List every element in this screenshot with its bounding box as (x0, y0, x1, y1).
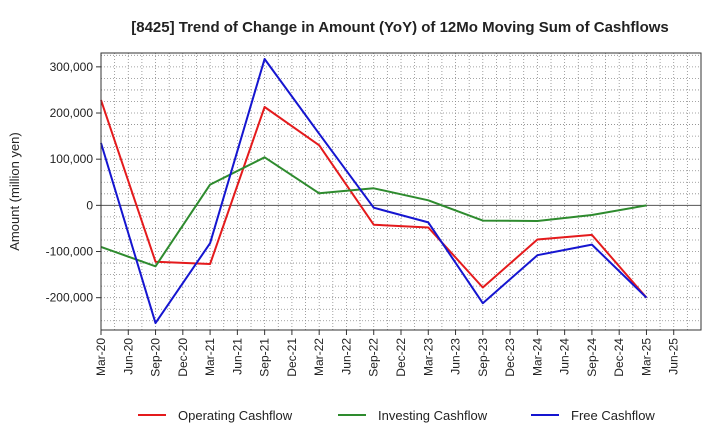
y-tick-label: 100,000 (50, 152, 94, 166)
x-tick-label: Dec-24 (612, 338, 626, 377)
series-line-investing-cashflow (100, 156, 647, 268)
y-axis-label: Amount (million yen) (7, 132, 22, 251)
y-tick-label: -100,000 (46, 245, 94, 259)
x-tick-label: Jun-20 (121, 338, 135, 375)
legend: Operating Cashflow Investing Cashflow Free… (138, 408, 655, 423)
x-tick-label: Sep-21 (258, 338, 272, 377)
series-line-operating-cashflow (100, 99, 648, 299)
x-tick-label: Jun-24 (558, 338, 572, 375)
x-tick-label: Jun-25 (667, 338, 681, 375)
legend-label-operating-cashflow: Operating Cashflow (178, 408, 293, 423)
x-tick-label: Jun-23 (449, 338, 463, 375)
legend-label-investing-cashflow: Investing Cashflow (378, 408, 488, 423)
x-tick-label: Mar-22 (312, 338, 326, 376)
x-tick-label: Mar-24 (530, 338, 544, 376)
x-tick-label: Dec-23 (503, 338, 517, 377)
x-tick-label: Dec-21 (285, 338, 299, 377)
chart-title: [8425] Trend of Change in Amount (YoY) o… (131, 19, 669, 36)
x-tick-label: Dec-20 (176, 338, 190, 377)
x-tick-label: Mar-23 (421, 338, 435, 376)
series-line-free-cashflow (100, 58, 648, 325)
y-axis-ticks: 300,000 200,000 100,000 0 -100,000 -200,000 (46, 60, 101, 305)
x-tick-label: Jun-22 (339, 338, 353, 375)
x-tick-label: Sep-22 (367, 338, 381, 377)
x-tick-label: Sep-20 (149, 338, 163, 377)
y-tick-label: -200,000 (46, 291, 94, 305)
x-tick-label: Dec-22 (394, 338, 408, 377)
y-tick-label: 0 (86, 198, 93, 212)
grid (101, 53, 701, 330)
x-tick-label: Sep-24 (585, 338, 599, 377)
x-tick-label: Mar-25 (639, 338, 653, 376)
x-axis-ticks: Mar-20 Jun-20 Sep-20 Dec-20 Mar-21 Jun-21 Sep-… (94, 330, 681, 377)
legend-label-free-cashflow: Free Cashflow (571, 408, 655, 423)
x-tick-label: Sep-23 (476, 338, 490, 377)
x-tick-label: Mar-21 (203, 338, 217, 376)
x-tick-label: Jun-21 (230, 338, 244, 375)
y-tick-label: 300,000 (50, 60, 94, 74)
x-tick-label: Mar-20 (94, 338, 108, 376)
series-lines (100, 58, 648, 325)
y-tick-label: 200,000 (50, 106, 94, 120)
